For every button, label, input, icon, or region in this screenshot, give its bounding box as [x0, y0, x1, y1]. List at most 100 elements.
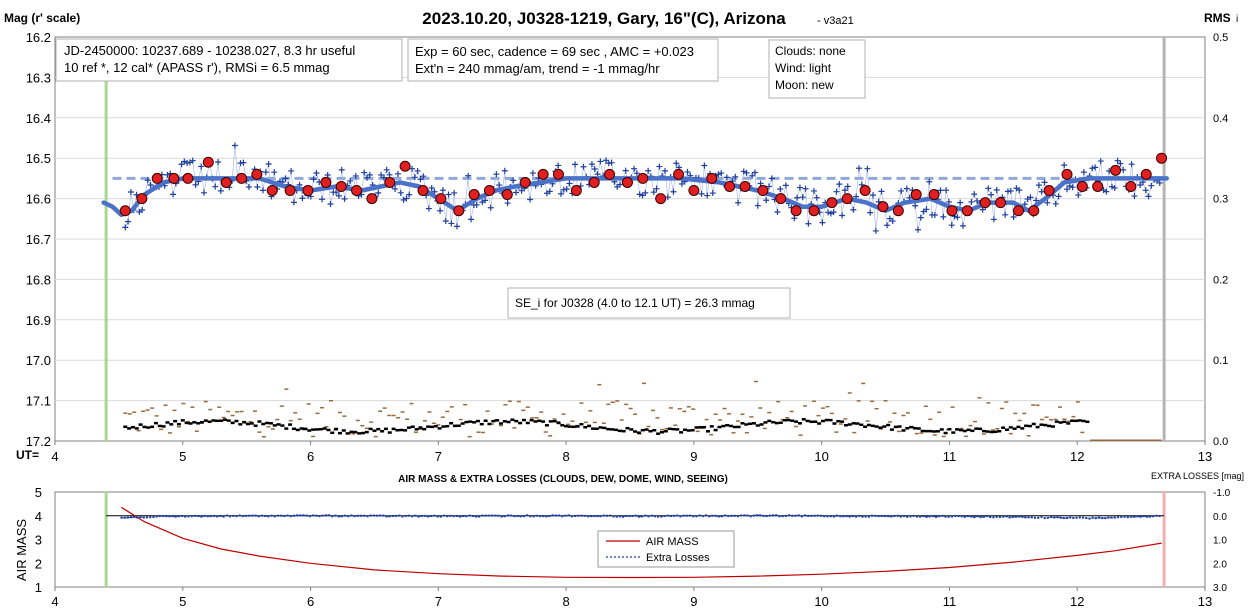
extra-losses-point — [468, 514, 471, 517]
extra-losses-point — [596, 515, 599, 518]
measurement-point — [324, 172, 331, 179]
measurement-point — [189, 157, 196, 164]
top-x-tick-label: 7 — [435, 449, 442, 464]
measurement-point — [319, 196, 326, 203]
extra-losses-point — [139, 515, 142, 518]
measurement-point — [954, 214, 961, 221]
extra-losses-point — [874, 514, 877, 517]
extra-losses-point — [130, 516, 133, 519]
measurement-point — [200, 189, 207, 196]
extra-losses-point — [813, 514, 816, 517]
extra-losses-point — [995, 515, 998, 518]
measurement-point — [555, 162, 562, 169]
air-mass-line — [121, 506, 1162, 579]
extra-losses-point — [1123, 515, 1126, 518]
measurement-point — [437, 207, 444, 214]
top-y-tick-label: 16.6 — [26, 192, 51, 207]
measurement-point — [513, 189, 520, 196]
extra-losses-point — [500, 515, 503, 518]
top-y-axis-label: Mag (r' scale) — [4, 11, 80, 25]
binned-point — [320, 176, 332, 188]
bottom-x-tick-label: 10 — [814, 594, 828, 609]
extra-losses-point — [701, 515, 704, 518]
measurement-point — [215, 158, 222, 165]
top-right-axis-label: RMS — [1204, 11, 1231, 25]
measurement-point — [335, 192, 342, 199]
measurement-point — [1080, 169, 1087, 176]
extra-losses-point — [650, 514, 653, 517]
extra-losses-point — [165, 515, 168, 518]
measurement-point — [375, 189, 382, 196]
extra-losses-point — [245, 514, 248, 517]
measurement-point — [1038, 188, 1045, 195]
extra-losses-point — [197, 515, 200, 518]
extra-losses-point — [177, 515, 180, 518]
binned-point — [1028, 205, 1040, 217]
measurement-point — [704, 192, 711, 199]
extra-losses-point — [861, 515, 864, 518]
extra-losses-point — [251, 514, 254, 517]
measurement-point — [338, 166, 345, 173]
extra-losses-point — [417, 515, 420, 518]
extra-losses-point — [267, 515, 270, 518]
extra-losses-point — [1050, 516, 1053, 519]
measurement-point — [754, 202, 761, 209]
measurement-point — [403, 195, 410, 202]
extra-losses-point — [858, 514, 861, 517]
bottom-y-tick-label: 1 — [35, 580, 42, 595]
extra-losses-point — [1094, 517, 1097, 520]
extra-losses-point — [181, 514, 184, 517]
top-x-axis-label: UT= — [16, 448, 39, 462]
extra-losses-point — [1034, 516, 1037, 519]
extra-losses-point — [1081, 516, 1084, 519]
measurement-point — [125, 218, 132, 225]
extra-losses-point — [705, 514, 708, 517]
bottom-right-axis-label: EXTRA LOSSES [mag] — [1151, 471, 1244, 481]
measurement-point — [265, 161, 272, 168]
extra-losses-point — [570, 515, 573, 518]
measurement-point — [766, 183, 773, 190]
top-y-tick-label: 17.1 — [26, 394, 51, 409]
extra-losses-point — [1062, 517, 1065, 520]
extra-losses-point — [944, 515, 947, 518]
measurement-point — [723, 174, 730, 181]
binned-point — [220, 176, 232, 188]
extra-losses-point — [299, 514, 302, 517]
measurement-point — [290, 199, 297, 206]
extra-losses-point — [535, 514, 538, 517]
top-right-tick-label: 0.1 — [1213, 355, 1228, 367]
binned-point — [251, 168, 263, 180]
extra-losses-point — [503, 515, 506, 518]
extra-losses-point — [411, 515, 414, 518]
binned-point — [961, 205, 973, 217]
measurement-point — [799, 194, 806, 201]
binned-point — [1061, 168, 1073, 180]
extra-losses-point — [906, 515, 909, 518]
extra-losses-point — [519, 515, 522, 518]
measurement-point — [872, 227, 879, 234]
top-y-tick-label: 16.8 — [26, 272, 51, 287]
measurement-point — [501, 167, 508, 174]
extra-losses-point — [724, 514, 727, 517]
extra-losses-point — [446, 515, 449, 518]
extra-losses-point — [618, 515, 621, 518]
measurement-point — [1092, 164, 1099, 171]
extra-losses-point — [1037, 516, 1040, 519]
extra-losses-point — [1085, 517, 1088, 520]
bottom-right-tick-label: 1.0 — [1213, 536, 1227, 547]
binned-point — [706, 172, 718, 184]
extra-losses-point — [1129, 515, 1132, 518]
extra-losses-point — [1088, 517, 1091, 520]
extra-losses-point — [810, 514, 813, 517]
conditions-info-box: Clouds: none Wind: light Moon: new — [768, 39, 866, 99]
measurement-point — [139, 207, 146, 214]
binned-point — [655, 193, 667, 205]
measurement-point — [931, 211, 938, 218]
extra-losses-point — [481, 514, 484, 517]
extra-losses-point — [839, 515, 842, 518]
measurement-point — [833, 188, 840, 195]
extra-losses-point — [142, 516, 145, 519]
extra-losses-point — [676, 514, 679, 517]
extra-losses-point — [947, 515, 950, 518]
measurement-point — [473, 201, 480, 208]
